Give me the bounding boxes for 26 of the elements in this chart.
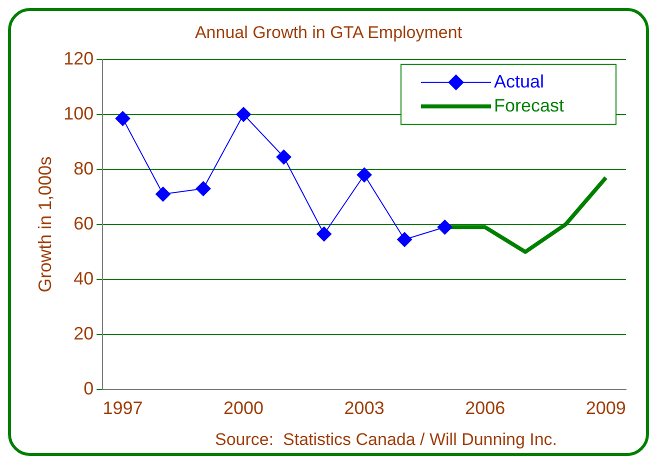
x-tick-label: 2009 xyxy=(586,398,626,418)
x-tick-label: 2003 xyxy=(344,398,384,418)
y-tick-label: 120 xyxy=(64,48,94,68)
point xyxy=(236,106,252,122)
legend-label: Actual xyxy=(494,71,544,92)
x-tick-label: 1997 xyxy=(102,398,143,418)
y-tick-label: 0 xyxy=(84,378,94,398)
point xyxy=(196,181,211,196)
y-tick-label: 100 xyxy=(64,103,94,124)
y-tick-label: 60 xyxy=(74,213,94,234)
x-tick-label: 2006 xyxy=(465,398,506,418)
chart-title: Annual Growth in GTA Employment xyxy=(194,22,462,42)
point xyxy=(316,226,332,242)
source-note: Source: Statistics Canada / Will Dunning Inc. xyxy=(214,430,558,450)
y-axis-title: Growth in 1,000s xyxy=(34,156,55,292)
point xyxy=(437,220,452,235)
point xyxy=(397,232,412,248)
point xyxy=(115,111,130,126)
point xyxy=(276,150,292,165)
y-tick-label: 40 xyxy=(74,268,94,288)
point xyxy=(356,167,372,182)
legend-label: Forecast xyxy=(494,95,564,116)
y-tick-label: 20 xyxy=(74,323,94,344)
x-tick-label: 2000 xyxy=(224,398,264,418)
y-tick-label: 80 xyxy=(74,158,94,178)
point xyxy=(156,186,171,202)
